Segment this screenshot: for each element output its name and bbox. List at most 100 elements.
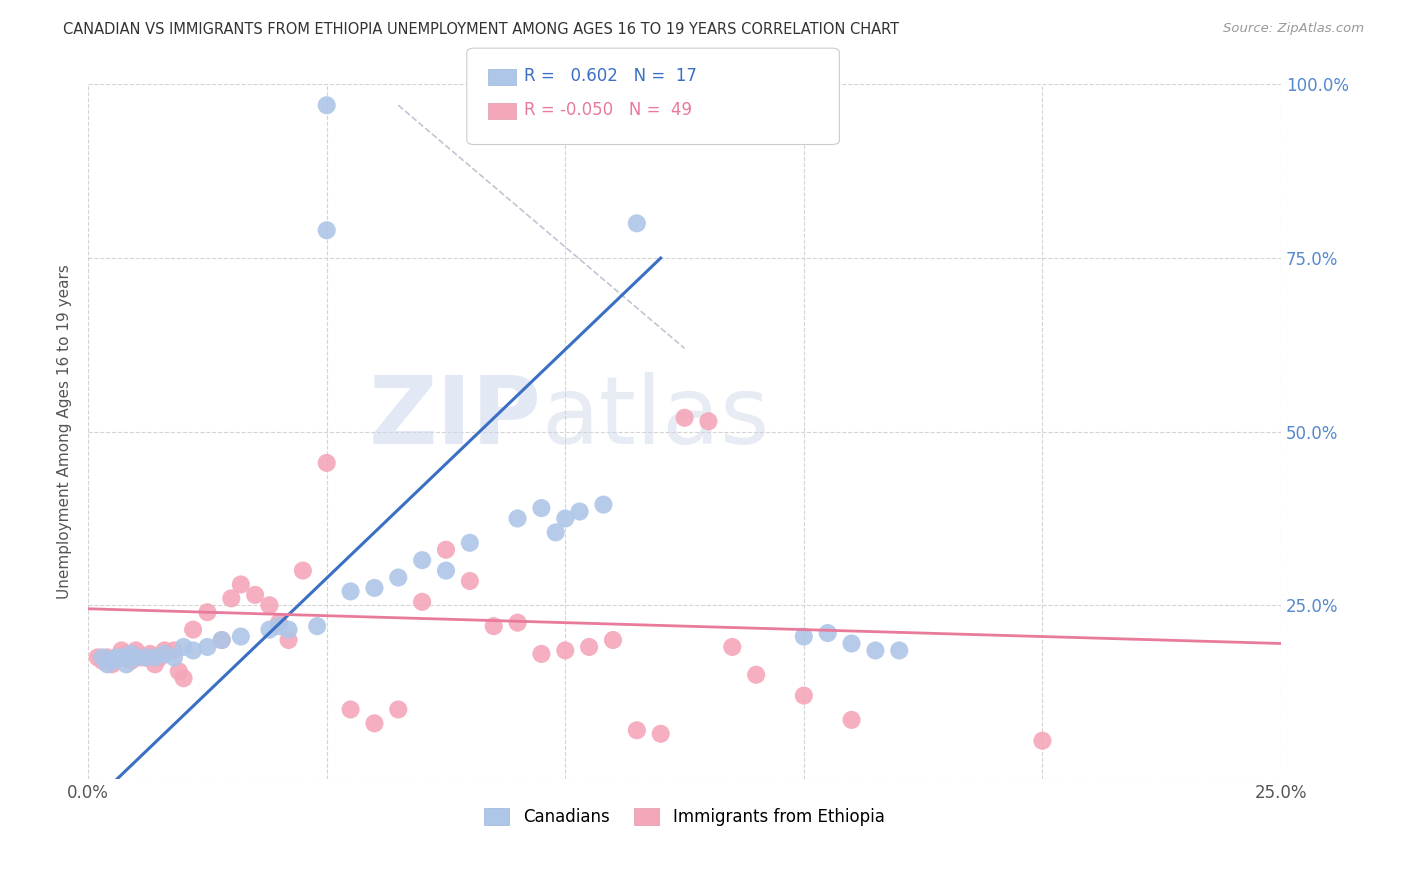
Point — [153, 647, 176, 661]
Point — [110, 650, 132, 665]
Point — [120, 647, 142, 661]
Point — [387, 702, 409, 716]
Point — [197, 640, 219, 654]
Point — [267, 619, 290, 633]
Point — [143, 650, 166, 665]
Point — [134, 650, 156, 665]
Point — [211, 633, 233, 648]
Point — [125, 650, 148, 665]
Text: atlas: atlas — [541, 372, 769, 464]
Point — [315, 223, 337, 237]
Legend: Canadians, Immigrants from Ethiopia: Canadians, Immigrants from Ethiopia — [478, 802, 891, 833]
Point — [277, 633, 299, 648]
Point — [181, 623, 204, 637]
Point — [434, 564, 457, 578]
Point — [434, 542, 457, 557]
Y-axis label: Unemployment Among Ages 16 to 19 years: Unemployment Among Ages 16 to 19 years — [58, 264, 72, 599]
Point — [91, 650, 114, 665]
Point — [697, 98, 720, 112]
Text: R =   0.602   N =  17: R = 0.602 N = 17 — [524, 67, 697, 85]
Point — [291, 564, 314, 578]
Point — [229, 577, 252, 591]
Point — [315, 98, 337, 112]
Point — [197, 605, 219, 619]
Point — [865, 643, 887, 657]
Point — [592, 498, 614, 512]
Point — [793, 689, 815, 703]
Point — [554, 511, 576, 525]
Point — [458, 536, 481, 550]
Point — [143, 657, 166, 672]
Point — [163, 643, 186, 657]
Point — [411, 595, 433, 609]
Point — [86, 650, 108, 665]
Point — [267, 615, 290, 630]
Point — [167, 665, 190, 679]
Point — [673, 410, 696, 425]
Point — [544, 525, 567, 540]
Point — [530, 501, 553, 516]
Point — [115, 657, 138, 672]
Point — [120, 654, 142, 668]
Point — [307, 619, 329, 633]
Point — [363, 581, 385, 595]
Point — [721, 640, 744, 654]
Point — [745, 667, 768, 681]
Point — [221, 591, 243, 606]
Point — [277, 623, 299, 637]
Point — [115, 647, 138, 661]
Point — [211, 633, 233, 648]
Point — [339, 702, 361, 716]
Point — [173, 671, 195, 685]
Point — [889, 643, 911, 657]
Point — [650, 727, 672, 741]
Point — [105, 650, 128, 665]
Point — [101, 657, 124, 672]
Point — [101, 654, 124, 668]
Point — [1031, 733, 1053, 747]
Text: Source: ZipAtlas.com: Source: ZipAtlas.com — [1223, 22, 1364, 36]
Text: CANADIAN VS IMMIGRANTS FROM ETHIOPIA UNEMPLOYMENT AMONG AGES 16 TO 19 YEARS CORR: CANADIAN VS IMMIGRANTS FROM ETHIOPIA UNE… — [63, 22, 900, 37]
Point — [91, 654, 114, 668]
Point — [626, 216, 648, 230]
Point — [697, 414, 720, 428]
Point — [817, 626, 839, 640]
Point — [153, 643, 176, 657]
Point — [96, 657, 118, 672]
Point — [568, 504, 591, 518]
Point — [339, 584, 361, 599]
Point — [125, 643, 148, 657]
Point — [315, 456, 337, 470]
Text: ZIP: ZIP — [368, 372, 541, 464]
Point — [96, 650, 118, 665]
Point — [841, 713, 863, 727]
Point — [229, 630, 252, 644]
Point — [259, 599, 281, 613]
Point — [411, 553, 433, 567]
Point — [134, 650, 156, 665]
Point — [163, 650, 186, 665]
Point — [105, 650, 128, 665]
Point — [173, 640, 195, 654]
Point — [602, 633, 624, 648]
Point — [243, 588, 266, 602]
Point — [458, 574, 481, 588]
Point — [129, 650, 152, 665]
Point — [578, 640, 600, 654]
Point — [554, 643, 576, 657]
Point — [506, 511, 529, 525]
Point — [259, 623, 281, 637]
Text: R = -0.050   N =  49: R = -0.050 N = 49 — [524, 101, 692, 119]
Point — [110, 643, 132, 657]
Point — [793, 630, 815, 644]
Point — [387, 570, 409, 584]
Point — [139, 647, 162, 661]
Point — [626, 723, 648, 738]
Point — [841, 636, 863, 650]
Point — [482, 619, 505, 633]
Point — [363, 716, 385, 731]
Point — [181, 643, 204, 657]
Point — [530, 647, 553, 661]
Point — [149, 650, 172, 665]
Point — [506, 615, 529, 630]
